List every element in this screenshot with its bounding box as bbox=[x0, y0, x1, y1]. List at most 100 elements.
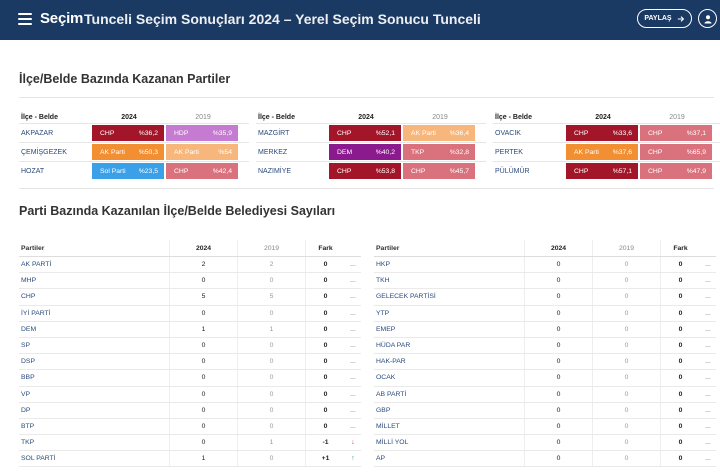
party-name-link[interactable]: GELECEK PARTİSİ bbox=[376, 293, 436, 301]
count-2019: 0 bbox=[592, 386, 660, 402]
district-row[interactable]: AKPAZAR CHP %36,2 HDP %35,9 bbox=[19, 123, 249, 142]
party-name-link[interactable]: BBP bbox=[21, 374, 35, 382]
party-name-link[interactable]: TKP bbox=[21, 439, 35, 447]
table-row[interactable]: MİLLİ YOL 0 0 0... bbox=[374, 435, 716, 452]
share-button[interactable]: PAYLAŞ bbox=[637, 9, 692, 28]
district-name-link[interactable]: OVACIK bbox=[495, 129, 521, 137]
trend-icon: ... bbox=[350, 406, 356, 414]
result-2019-cell: CHP %42,4 bbox=[166, 163, 238, 179]
district-name-link[interactable]: ÇEMİŞGEZEK bbox=[21, 148, 67, 156]
party-name-link[interactable]: OCAK bbox=[376, 374, 396, 382]
vote-share: %45,7 bbox=[449, 167, 469, 175]
table-row[interactable]: AP 0 0 0... bbox=[374, 451, 716, 468]
result-2024-cell: CHP %53,8 bbox=[329, 163, 401, 179]
party-name-link[interactable]: EMEP bbox=[376, 325, 396, 333]
party-name-link[interactable]: AK PARTİ bbox=[21, 261, 52, 269]
brand-logo[interactable]: Seçim bbox=[40, 10, 84, 27]
district-row[interactable]: ÇEMİŞGEZEK AK Parti %50,3 AK Parti %54 bbox=[19, 142, 249, 161]
count-2019: 0 bbox=[237, 402, 305, 418]
table-row[interactable]: GELECEK PARTİSİ 0 0 0... bbox=[374, 289, 716, 306]
party-name-link[interactable]: HAK-PAR bbox=[376, 358, 406, 366]
party-name-link[interactable]: AP bbox=[376, 455, 386, 463]
party-name-link[interactable]: DEM bbox=[21, 325, 37, 333]
party-name-link[interactable]: HKP bbox=[376, 261, 390, 269]
table-row[interactable]: AB PARTİ 0 0 0... bbox=[374, 386, 716, 403]
table-row[interactable]: DP 0 0 0... bbox=[19, 402, 361, 419]
party-name-link[interactable]: AB PARTİ bbox=[376, 390, 407, 398]
district-row[interactable]: PERTEK AK Parti %37,6 CHP %65,9 bbox=[493, 142, 720, 161]
vote-share: %50,3 bbox=[138, 148, 158, 156]
count-2024: 1 bbox=[169, 321, 237, 337]
table-row[interactable]: TKP 0 1 -1 ↓ bbox=[19, 435, 361, 452]
district-name-link[interactable]: MAZGİRT bbox=[258, 129, 290, 137]
table-row[interactable]: MHP 0 0 0... bbox=[19, 273, 361, 290]
party-name-link[interactable]: HÜDA PAR bbox=[376, 342, 411, 350]
party-name-link[interactable]: DP bbox=[21, 406, 31, 414]
district-name-link[interactable]: PÜLÜMÜR bbox=[495, 167, 530, 175]
table-row[interactable]: DSP 0 0 0... bbox=[19, 354, 361, 371]
table-row[interactable]: HAK-PAR 0 0 0... bbox=[374, 354, 716, 371]
district-header-row: İlçe - Belde 2024 2019 bbox=[256, 111, 486, 123]
count-2024: 0 bbox=[169, 273, 237, 289]
district-row[interactable]: NAZIMİYE CHP %53,8 CHP %45,7 bbox=[256, 161, 486, 180]
district-name-link[interactable]: HOZAT bbox=[21, 167, 45, 175]
party-name-link[interactable]: VP bbox=[21, 390, 31, 398]
table-row[interactable]: EMEP 0 0 0... bbox=[374, 321, 716, 338]
user-account-button[interactable] bbox=[698, 9, 717, 28]
district-name-link[interactable]: AKPAZAR bbox=[21, 129, 54, 137]
section-divider bbox=[19, 188, 714, 189]
hamburger-menu-icon[interactable] bbox=[18, 13, 32, 25]
count-2024: 0 bbox=[524, 337, 592, 354]
party-name-link[interactable]: TKH bbox=[376, 277, 390, 285]
table-row[interactable]: GBP 0 0 0... bbox=[374, 402, 716, 419]
count-2024: 5 bbox=[169, 289, 237, 305]
party-name-link[interactable]: DSP bbox=[21, 358, 35, 366]
party-name-link[interactable]: SOL PARTİ bbox=[21, 455, 56, 463]
table-row[interactable]: OCAK 0 0 0... bbox=[374, 370, 716, 387]
col-2024: 2024 bbox=[169, 240, 237, 256]
district-name-link[interactable]: NAZIMİYE bbox=[258, 167, 292, 175]
count-2019: 0 bbox=[592, 257, 660, 273]
party-name-link[interactable]: SP bbox=[21, 342, 31, 350]
table-row[interactable]: BTP 0 0 0... bbox=[19, 418, 361, 436]
table-row[interactable]: HKP 0 0 0... bbox=[374, 257, 716, 274]
table-row[interactable]: SP 0 0 0... bbox=[19, 337, 361, 355]
col-party: Partiler bbox=[21, 244, 45, 252]
count-2019: 0 bbox=[592, 273, 660, 289]
party-name: HDP bbox=[174, 129, 189, 137]
party-name-link[interactable]: CHP bbox=[21, 293, 36, 301]
table-row[interactable]: BBP 0 0 0... bbox=[19, 370, 361, 387]
count-2019: 0 bbox=[592, 305, 660, 321]
table-row[interactable]: SOL PARTİ 1 0 +1 ↑ bbox=[19, 451, 361, 468]
trend-icon: ... bbox=[705, 309, 711, 317]
district-row[interactable]: OVACIK CHP %33,6 CHP %37,1 bbox=[493, 123, 720, 142]
district-row[interactable]: MERKEZ DEM %40,2 TKP %32,8 bbox=[256, 142, 486, 161]
table-row[interactable]: AK PARTİ 2 2 0... bbox=[19, 257, 361, 274]
district-row[interactable]: MAZGİRT CHP %52,1 AK Parti %36,4 bbox=[256, 123, 486, 142]
party-name-link[interactable]: GBP bbox=[376, 406, 391, 414]
party-name-link[interactable]: YTP bbox=[376, 309, 390, 317]
table-row[interactable]: İYİ PARTİ 0 0 0... bbox=[19, 305, 361, 322]
party-name-link[interactable]: MHP bbox=[21, 277, 37, 285]
party-name-link[interactable]: MİLLET bbox=[376, 422, 400, 430]
result-2024-cell: AK Parti %50,3 bbox=[92, 144, 164, 160]
party-name-link[interactable]: BTP bbox=[21, 422, 35, 430]
table-row[interactable]: HÜDA PAR 0 0 0... bbox=[374, 337, 716, 355]
table-row[interactable]: TKH 0 0 0... bbox=[374, 273, 716, 290]
table-row[interactable]: CHP 5 5 0... bbox=[19, 289, 361, 306]
party-name-link[interactable]: MİLLİ YOL bbox=[376, 439, 409, 447]
table-row[interactable]: VP 0 0 0... bbox=[19, 386, 361, 403]
district-col-2024: 2024 bbox=[358, 113, 374, 121]
district-row[interactable]: HOZAT Sol Parti %23,5 CHP %42,4 bbox=[19, 161, 249, 180]
district-name-link[interactable]: PERTEK bbox=[495, 148, 523, 156]
party-name-link[interactable]: İYİ PARTİ bbox=[21, 309, 51, 317]
table-row[interactable]: DEM 1 1 0... bbox=[19, 321, 361, 338]
section-divider bbox=[19, 97, 714, 98]
trend-icon: ... bbox=[705, 342, 711, 350]
count-2024: 0 bbox=[524, 402, 592, 418]
district-name-link[interactable]: MERKEZ bbox=[258, 148, 288, 156]
table-row[interactable]: YTP 0 0 0... bbox=[374, 305, 716, 322]
district-row[interactable]: PÜLÜMÜR CHP %57,1 CHP %47,9 bbox=[493, 161, 720, 180]
col-fark: Fark bbox=[305, 240, 345, 256]
table-row[interactable]: MİLLET 0 0 0... bbox=[374, 418, 716, 436]
